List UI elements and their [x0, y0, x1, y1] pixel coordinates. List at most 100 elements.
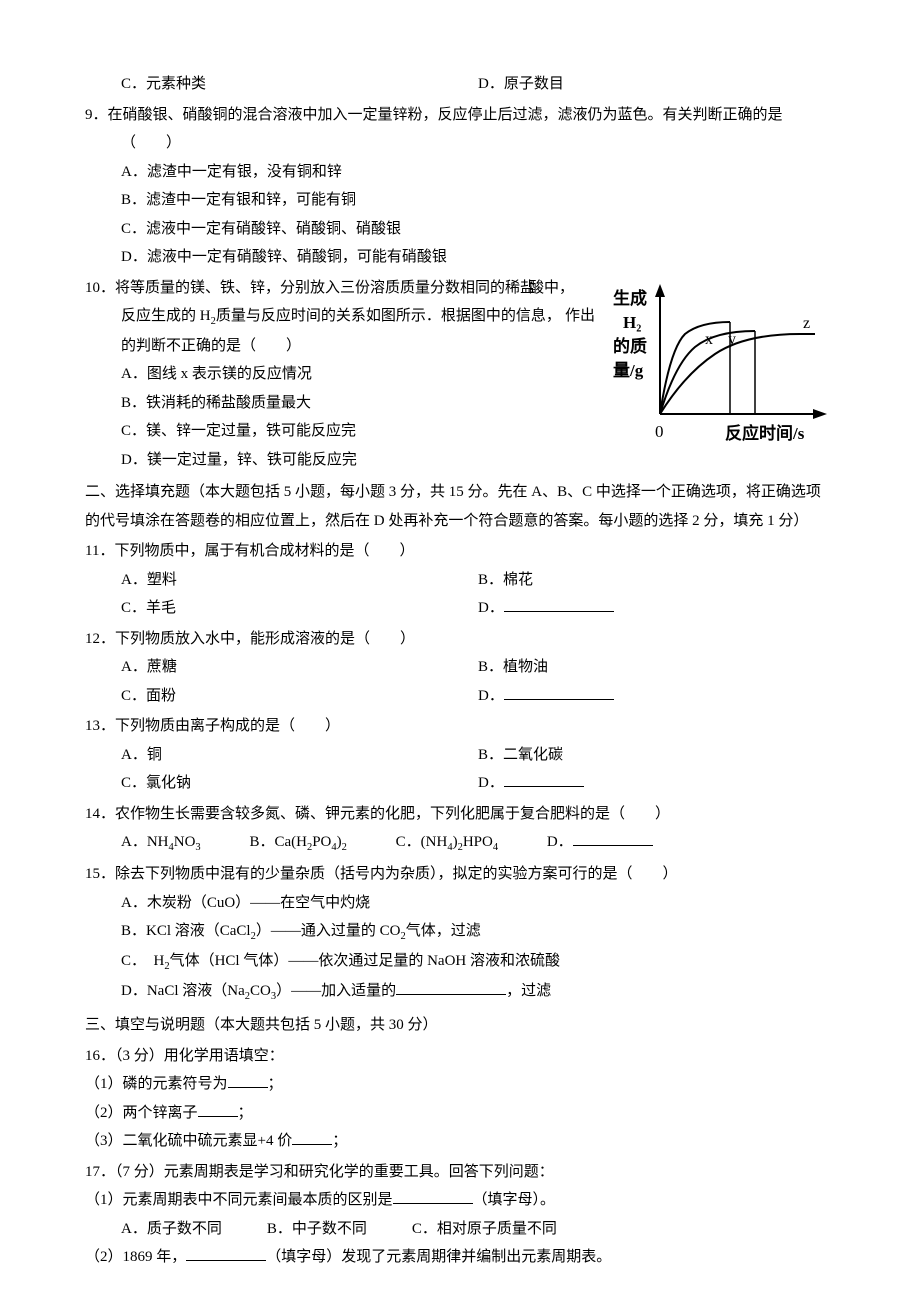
q12-opt-d: D．: [478, 682, 835, 711]
subscript: 3: [195, 842, 200, 853]
blank: [198, 1100, 238, 1117]
blank: [393, 1188, 473, 1205]
q15b-post: 气体，过滤: [406, 923, 481, 939]
blank: [573, 830, 653, 847]
question-10: x y z 生成 H₂ 的质 量/g 0 反应时间/s 10．将等质量的镁、铁、…: [85, 274, 835, 475]
option-row: C．氯化钠 D．: [85, 769, 835, 798]
q15-opt-d: D．NaCl 溶液（Na2CO3）——加入适量的，过滤: [85, 977, 835, 1007]
q13-opt-b: B．二氧化碳: [478, 741, 835, 770]
q15c-pre: C． H: [121, 953, 164, 969]
reaction-chart: x y z 生成 H₂ 的质 量/g 0 反应时间/s: [605, 279, 835, 460]
option-row: A．蔗糖 B．植物油: [85, 653, 835, 682]
q13-opt-d: D．: [478, 769, 835, 798]
chart-ylabel-4: 量/g: [613, 360, 644, 380]
q9-opt-c: C．滤液中一定有硝酸锌、硝酸铜、硝酸银: [85, 215, 835, 244]
q16-stem: 16．（3 分）用化学用语填空：: [85, 1042, 835, 1071]
question-16: 16．（3 分）用化学用语填空： （1）磷的元素符号为 ； （2）两个锌离子 ； （…: [85, 1042, 835, 1156]
q16-s3-tail: ；: [332, 1133, 347, 1149]
q16-s1: （1）磷的元素符号为 ；: [85, 1070, 835, 1099]
option-row: C．元素种类 D．原子数目: [85, 70, 835, 99]
question-9: 9．在硝酸银、硝酸铜的混合溶液中加入一定量锌粉，反应停止后过滤，滤液仍为蓝色。有…: [85, 101, 835, 272]
q15-opt-a: A．木炭粉（CuO）——在空气中灼烧: [85, 889, 835, 918]
q11-opt-b: B．棉花: [478, 566, 835, 595]
q15-opt-c: C． H2气体（HCl 气体）——依次通过足量的 NaOH 溶液和浓硫酸: [85, 947, 835, 977]
q16-s1-tail: ；: [268, 1076, 283, 1092]
q14b-pre: B．Ca(H: [249, 834, 307, 850]
blank: [504, 683, 614, 700]
q15b-pre: B．KCl 溶液（CaCl: [121, 923, 251, 939]
q10-stem-1-after: 酸中，: [565, 274, 595, 303]
section-2-title: 二、选择填充题（本大题包括 5 小题，每小题 3 分，共 15 分。先在 A、B…: [85, 478, 835, 535]
q14-opt-c: C．(NH4)2HPO4: [396, 834, 498, 850]
q10-stem-2-post: 质量与反应时间的关系如图所示．根据图中的信息，: [216, 308, 561, 324]
q15d-pre: D．NaCl 溶液（Na: [121, 983, 245, 999]
q12-opt-d-label: D．: [478, 688, 504, 704]
q14b-mid: PO: [312, 834, 331, 850]
chart-xlabel: 反应时间/s: [725, 423, 805, 443]
q15d-mid: CO: [250, 983, 271, 999]
q12-opt-c: C．面粉: [121, 682, 478, 711]
q17-s1-tail: （填字母）。: [473, 1192, 556, 1208]
q9-stem: 9．在硝酸银、硝酸铜的混合溶液中加入一定量锌粉，反应停止后过滤，滤液仍为蓝色。有…: [85, 101, 835, 130]
q17-s1-text: （1）元素周期表中不同元素间最本质的区别是: [85, 1192, 393, 1208]
q14a-post: NO: [174, 834, 196, 850]
q12-opt-b: B．植物油: [478, 653, 835, 682]
option-row: A．塑料 B．棉花: [85, 566, 835, 595]
chart-ylabel-3: 的质: [613, 336, 647, 356]
q10-stem-2-tail: 作出: [565, 302, 595, 331]
blank: [292, 1129, 332, 1146]
subscript: 2: [342, 842, 347, 853]
q15b-mid: ）——通入过量的 CO: [256, 923, 401, 939]
q11-stem: 11．下列物质中，属于有机合成材料的是（ ）: [85, 537, 835, 566]
subscript: 4: [493, 842, 498, 853]
q14-opt-b: B．Ca(H2PO4)2: [249, 834, 346, 850]
q14c-post: HPO: [463, 834, 493, 850]
q17-s1-opt-b: B．中子数不同: [267, 1221, 367, 1237]
q17-s2: （2）1869 年，（填字母）发现了元素周期律并编制出元素周期表。: [85, 1243, 835, 1272]
chart-label-y: y: [728, 331, 736, 348]
q16-s3-text: （3）二氧化硫中硫元素显+4 价: [85, 1133, 292, 1149]
option-row: A．铜 B．二氧化碳: [85, 741, 835, 770]
q14d-label: D．: [547, 834, 573, 850]
q14a-pre: A．NH: [121, 834, 169, 850]
chart-ylabel-2: H₂: [623, 313, 641, 332]
q8-opt-c: C．元素种类: [121, 70, 478, 99]
blank: [396, 979, 506, 996]
q13-stem: 13．下列物质由离子构成的是（ ）: [85, 712, 835, 741]
q10-stem-2-pre: 反应生成的 H: [121, 308, 211, 324]
q11-opt-d: D．: [478, 594, 835, 623]
question-12: 12．下列物质放入水中，能形成溶液的是（ ） A．蔗糖 B．植物油 C．面粉 D…: [85, 625, 835, 711]
chart-label-x: x: [705, 331, 713, 348]
section-3-title: 三、填空与说明题（本大题共包括 5 小题，共 30 分）: [85, 1011, 835, 1040]
q17-s1-opt-c: C．相对原子质量不同: [412, 1221, 557, 1237]
q13-opt-c: C．氯化钠: [121, 769, 478, 798]
q17-s1-opt-a: A．质子数不同: [121, 1221, 222, 1237]
q9-paren: （ ）: [85, 129, 835, 158]
q16-s1-text: （1）磷的元素符号为: [85, 1076, 228, 1092]
q13-opt-a: A．铜: [121, 741, 478, 770]
q17-s2-tail: （填字母）发现了元素周期律并编制出元素周期表。: [266, 1249, 611, 1265]
blank: [186, 1245, 266, 1262]
chart-ylabel-1: 生成: [613, 288, 647, 308]
q16-s2-text: （2）两个锌离子: [85, 1105, 198, 1121]
question-8-options: C．元素种类 D．原子数目: [85, 70, 835, 99]
y-axis-arrow: [655, 284, 665, 297]
q13-opt-d-label: D．: [478, 775, 504, 791]
q16-s3: （3）二氧化硫中硫元素显+4 价 ；: [85, 1127, 835, 1156]
q15d-tail: ，过滤: [506, 983, 551, 999]
q9-opt-b: B．滤渣中一定有银和锌，可能有铜: [85, 186, 835, 215]
q15-stem: 15．除去下列物质中混有的少量杂质（括号内为杂质），拟定的实验方案可行的是（ ）: [85, 860, 835, 889]
blank: [504, 596, 614, 613]
blank: [228, 1072, 268, 1089]
q8-opt-d: D．原子数目: [478, 70, 835, 99]
q14c-pre: C．(NH: [396, 834, 448, 850]
q11-opt-a: A．塑料: [121, 566, 478, 595]
question-11: 11．下列物质中，属于有机合成材料的是（ ） A．塑料 B．棉花 C．羊毛 D．: [85, 537, 835, 623]
q16-s2-tail: ；: [238, 1105, 253, 1121]
q9-opt-a: A．滤渣中一定有银，没有铜和锌: [85, 158, 835, 187]
x-axis-arrow: [813, 409, 827, 419]
option-row: C．羊毛 D．: [85, 594, 835, 623]
question-17: 17．（7 分）元素周期表是学习和研究化学的重要工具。回答下列问题： （1）元素…: [85, 1158, 835, 1272]
q12-opt-a: A．蔗糖: [121, 653, 478, 682]
q16-s2: （2）两个锌离子 ；: [85, 1099, 835, 1128]
